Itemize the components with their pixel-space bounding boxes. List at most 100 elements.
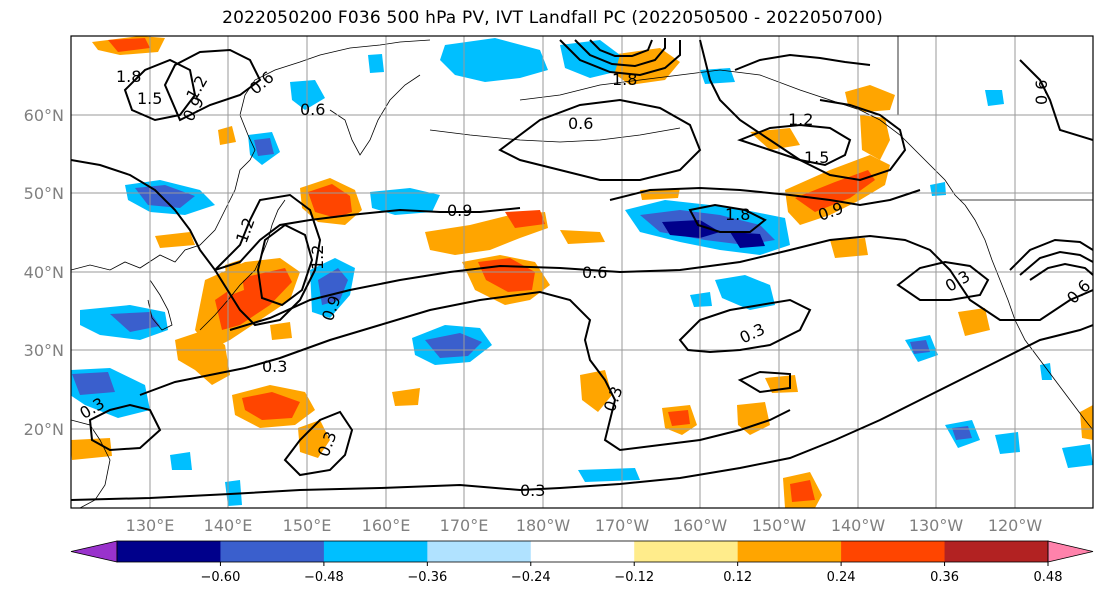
positive-anomaly <box>225 260 244 296</box>
latitude-labels: 60°N 50°N 40°N 30°N 20°N <box>24 106 64 439</box>
lon-label: 150°E <box>283 516 332 535</box>
aleutian-coastline <box>429 127 681 143</box>
pv-contour <box>498 98 702 181</box>
contour-label: 1.5 <box>137 89 162 108</box>
contour-label: 1.2 <box>788 110 813 129</box>
contour-label: 0.6 <box>1032 80 1051 105</box>
negative-anomaly <box>690 292 712 307</box>
positive-anomaly <box>215 268 292 330</box>
pv-contour <box>1019 250 1093 276</box>
positive-anomaly <box>560 230 605 244</box>
positive-anomaly <box>750 128 800 150</box>
lon-label: 170°E <box>440 516 489 535</box>
lat-label: 30°N <box>24 341 64 360</box>
positive-anomaly <box>242 392 300 420</box>
pv-contour <box>88 403 162 452</box>
colorbar-segment <box>323 541 428 562</box>
alaska-coastline <box>519 69 966 206</box>
pv-contour <box>609 186 921 207</box>
pv-contour <box>1009 238 1093 271</box>
positive-anomaly <box>108 38 150 52</box>
positive-anomaly <box>270 322 292 340</box>
pv-contour <box>589 39 653 57</box>
pv-contour <box>737 370 791 394</box>
negative-anomaly <box>170 452 192 470</box>
colorbar-tick-label: 0.24 <box>827 570 856 585</box>
positive-anomaly <box>175 330 230 385</box>
pv-contour <box>283 410 354 477</box>
colorbar-segment <box>427 541 532 562</box>
pv-contour <box>256 223 314 307</box>
colorbar-segment <box>634 541 739 562</box>
positive-anomaly <box>580 370 612 412</box>
korea-coastline <box>147 279 173 331</box>
pv-contour <box>559 39 681 77</box>
colorbar: −0.60 −0.48 −0.36 −0.24 −0.12 0.12 0.24 0.36 0.4… <box>70 540 1094 585</box>
colorbar-tick-label: 0.12 <box>723 570 752 585</box>
lon-label: 160°E <box>362 516 411 535</box>
contour-label: 0.6 <box>568 114 593 133</box>
colorbar-tick-label: −0.12 <box>614 570 654 585</box>
pv-contour <box>139 290 791 452</box>
pv-contour <box>734 53 871 71</box>
pv-contour <box>163 48 262 122</box>
colorbar-segment <box>220 541 325 562</box>
negative-anomaly <box>1062 444 1093 468</box>
negative-anomaly <box>368 54 384 73</box>
lon-label: 160°W <box>673 516 728 535</box>
lon-label: 140°E <box>204 516 253 535</box>
contour-label: 1.8 <box>116 67 141 86</box>
contour-label: 0.3 <box>520 481 545 500</box>
contour-label: 0.6 <box>300 100 325 119</box>
positive-anomaly <box>790 480 815 502</box>
pv-contour <box>896 260 990 301</box>
negative-anomaly <box>995 432 1020 454</box>
positive-anomaly <box>737 402 770 435</box>
lon-label: 130°W <box>909 516 964 535</box>
japan-coastline <box>199 199 286 331</box>
negative-anomaly <box>254 138 274 156</box>
colorbar-segment <box>737 541 842 562</box>
pv-contour <box>71 324 1093 501</box>
negative-anomaly <box>560 40 620 78</box>
negative-anomaly <box>662 220 720 238</box>
pv-contour <box>1029 262 1093 281</box>
negative-anomaly <box>1040 363 1052 380</box>
colorbar-frame <box>116 540 1049 563</box>
positive-anomaly <box>218 126 236 145</box>
colorbar-tick-label: −0.60 <box>201 570 241 585</box>
lat-label: 60°N <box>24 106 64 125</box>
positive-anomaly <box>668 410 690 426</box>
pv-contour <box>678 298 812 354</box>
lat-label: 20°N <box>24 420 64 439</box>
longitude-labels: 130°E 140°E 150°E 160°E 170°E 180°W 170°… <box>126 516 1043 535</box>
pv-contour <box>699 39 907 182</box>
kamchatka-coastline <box>329 74 421 156</box>
negative-anomaly <box>440 38 548 82</box>
map-title: 2022050200 F036 500 hPa PV, IVT Landfall… <box>222 8 883 28</box>
pv-contour <box>737 123 852 167</box>
colorbar-tick-label: −0.24 <box>511 570 551 585</box>
pv-contour <box>229 234 1093 331</box>
pv-shading <box>71 36 1093 508</box>
positive-anomaly <box>155 232 195 248</box>
negative-anomaly <box>985 90 1004 106</box>
pv-contour <box>213 193 322 327</box>
asia-coastline <box>71 39 431 271</box>
lon-label: 120°W <box>988 516 1043 535</box>
pv-contours <box>71 38 1093 501</box>
colorbar-segment <box>530 541 635 562</box>
lon-label: 140°W <box>831 516 886 535</box>
colorbar-tick-label: −0.48 <box>304 570 344 585</box>
contour-label: 0.9 <box>447 201 472 220</box>
negative-anomaly <box>730 232 765 248</box>
contour-label: 0.6 <box>582 263 607 282</box>
lon-label: 180°W <box>516 516 571 535</box>
pv-contour <box>688 203 767 233</box>
colorbar-segment <box>944 541 1049 562</box>
contour-label: 1.2 <box>308 245 327 270</box>
positive-anomaly <box>860 115 890 160</box>
negative-anomaly <box>715 275 775 310</box>
graticule <box>71 36 1093 508</box>
